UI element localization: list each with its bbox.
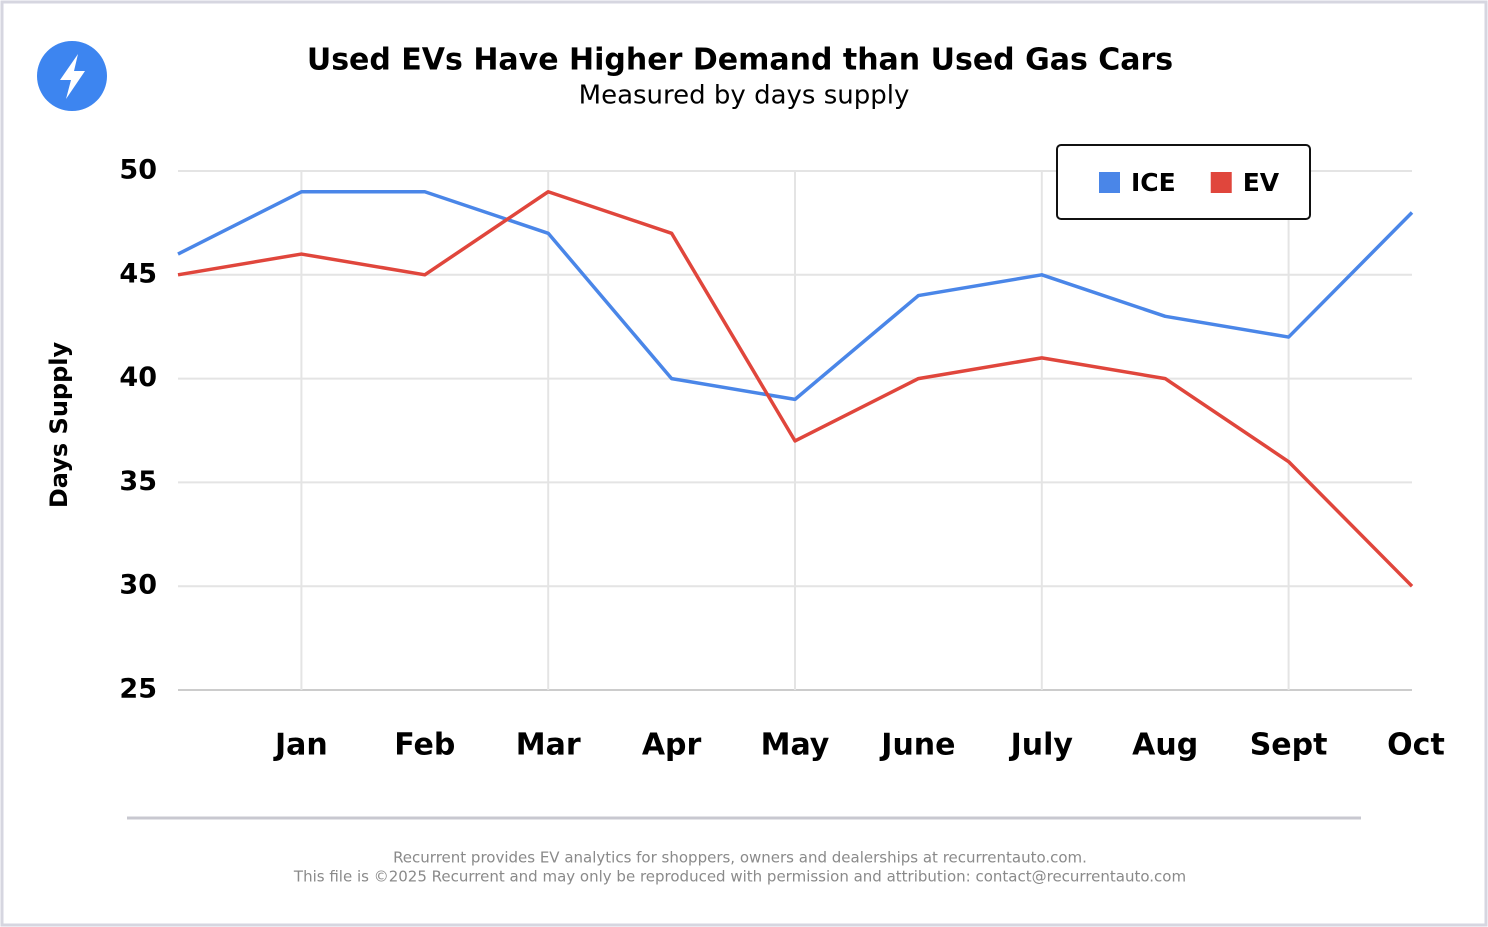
legend-swatch <box>1210 172 1232 193</box>
logo-bolt <box>60 54 85 99</box>
x-tick-label: July <box>1009 728 1074 763</box>
legend-swatch <box>1099 172 1120 193</box>
legend-label: ICE <box>1131 168 1176 197</box>
y-tick-label: 50 <box>119 155 157 186</box>
chart-subtitle: Measured by days supply <box>579 81 910 111</box>
x-tick-label: Feb <box>394 728 455 763</box>
y-tick-label: 25 <box>119 674 157 705</box>
chart-title: Used EVs Have Higher Demand than Used Ga… <box>307 43 1173 78</box>
y-tick-label: 35 <box>119 466 157 497</box>
x-tick-label: Oct <box>1387 728 1445 763</box>
footer-line: This file is ©2025 Recurrent and may onl… <box>293 868 1186 886</box>
x-tick-label: Aug <box>1132 728 1198 763</box>
x-tick-label: June <box>879 728 955 763</box>
x-tick-label: May <box>761 728 830 763</box>
series-line <box>177 190 1414 588</box>
y-axis-title: Days Supply <box>45 342 73 509</box>
legend-label: EV <box>1243 168 1280 197</box>
x-tick-label: Apr <box>642 728 702 763</box>
y-tick-label: 45 <box>119 258 157 289</box>
x-tick-label: Jan <box>273 728 328 763</box>
y-tick-label: 30 <box>119 570 157 601</box>
x-tick-label: Mar <box>516 728 581 763</box>
footer-line: Recurrent provides EV analytics for shop… <box>393 849 1087 867</box>
legend-box <box>1056 144 1311 220</box>
x-tick-label: Sept <box>1250 728 1328 763</box>
y-tick-label: 40 <box>119 362 157 393</box>
series-line <box>177 190 1414 402</box>
